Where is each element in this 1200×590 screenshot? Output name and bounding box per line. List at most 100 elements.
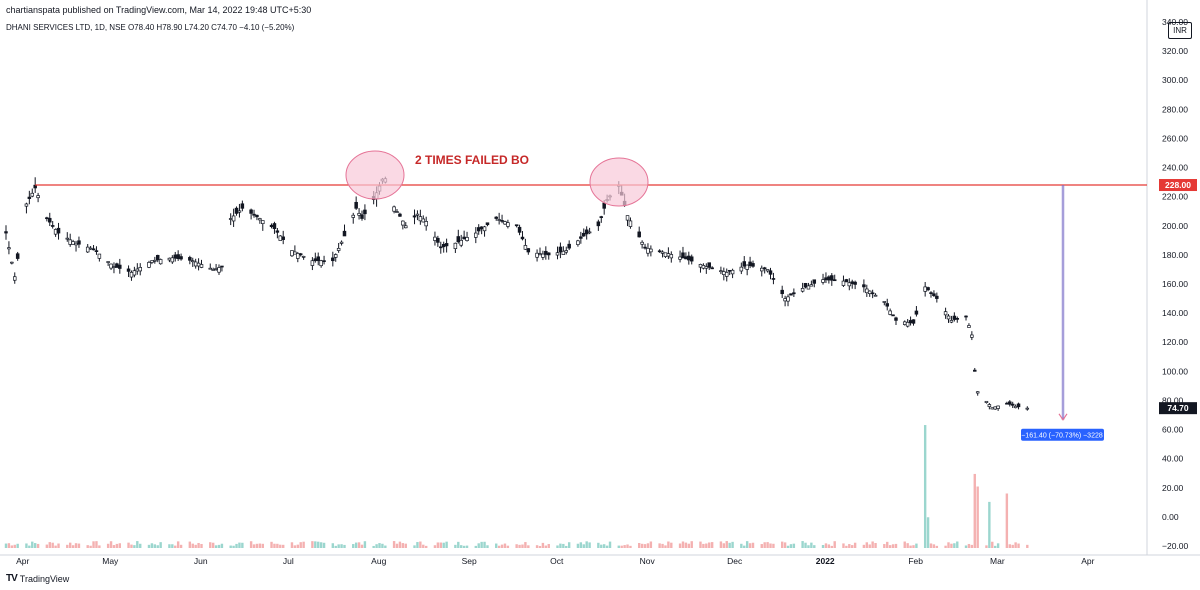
- volume-bar: [238, 542, 241, 548]
- volume-bar: [352, 544, 355, 548]
- volume-bar: [398, 541, 402, 548]
- volume-bar: [1008, 544, 1011, 548]
- candle-body: [885, 303, 889, 307]
- candle-body: [88, 247, 93, 250]
- candle-body: [167, 257, 172, 261]
- candle-body: [830, 275, 834, 281]
- volume-bar: [705, 543, 708, 548]
- volume-bar: [45, 544, 49, 548]
- candle-body: [48, 217, 52, 223]
- candle-body: [36, 195, 40, 199]
- volume-bar: [883, 544, 886, 548]
- candle-body: [628, 220, 633, 227]
- volume-bar: [422, 544, 425, 548]
- candle-body: [987, 404, 992, 407]
- volume-bar: [518, 544, 521, 548]
- candle-body: [812, 279, 817, 284]
- candle-body: [853, 281, 857, 285]
- x-tick-label: Apr: [16, 556, 29, 566]
- volume-bar: [33, 543, 37, 548]
- volume-bar: [25, 543, 28, 548]
- volume-bar: [54, 545, 57, 548]
- volume-bar: [702, 543, 705, 548]
- volume-bar: [378, 543, 381, 548]
- candle-body: [684, 256, 688, 260]
- volume-bar: [556, 545, 559, 548]
- volume-bar: [477, 543, 480, 548]
- published-note: chartianspata published on TradingView.c…: [6, 5, 312, 15]
- candle-body: [412, 215, 417, 218]
- volume-bar: [194, 544, 197, 548]
- y-tick-label: 300.00: [1162, 75, 1188, 85]
- volume-bar: [629, 545, 632, 548]
- volume-bar: [506, 545, 510, 548]
- candle-body: [301, 255, 306, 258]
- volume-bar: [445, 541, 448, 548]
- volume-bar: [743, 545, 746, 548]
- currency-button[interactable]: INR: [1168, 22, 1192, 39]
- candle-body: [544, 250, 548, 255]
- volume-bar: [419, 541, 422, 548]
- volume-bar: [670, 542, 673, 548]
- candle-body: [497, 219, 501, 221]
- candle-body: [252, 213, 256, 216]
- volume-bar: [766, 542, 769, 548]
- volume-bar: [74, 543, 78, 548]
- volume-bar: [465, 545, 469, 548]
- volume-bar: [950, 543, 953, 548]
- volume-bar: [460, 545, 463, 548]
- x-tick-label: May: [102, 556, 119, 566]
- candle-body: [357, 213, 361, 216]
- volume-bar: [384, 545, 387, 548]
- volume-bar: [168, 544, 171, 548]
- volume-bar: [261, 543, 264, 548]
- candle-body: [637, 231, 641, 238]
- candle-body: [1010, 403, 1015, 406]
- candle-body: [255, 214, 259, 218]
- volume-bar: [932, 544, 936, 548]
- candle-body: [444, 243, 449, 247]
- candle-body: [707, 262, 711, 268]
- candle-body: [310, 260, 315, 266]
- candle-body: [65, 237, 70, 240]
- volume-bar: [331, 543, 335, 548]
- volume-bar: [480, 541, 483, 548]
- volume-bar: [270, 541, 273, 548]
- candle-body: [646, 247, 650, 254]
- volume-bar: [947, 542, 950, 548]
- candle-body: [745, 264, 749, 270]
- volume-bar: [699, 541, 702, 548]
- candle-body: [908, 320, 913, 324]
- volume-bar: [1014, 542, 1017, 548]
- volume-bar: [638, 542, 641, 548]
- volume-bar: [565, 545, 568, 548]
- volume-bar: [810, 542, 813, 548]
- candle-body: [74, 242, 78, 246]
- volume-bar: [322, 542, 326, 548]
- candle-body: [873, 294, 878, 297]
- y-tick-label: 140.00: [1162, 308, 1188, 318]
- volume-bar: [783, 542, 787, 548]
- candle-body: [275, 230, 280, 233]
- volume-bar: [524, 542, 527, 548]
- candle-body: [214, 268, 218, 270]
- candle-body: [298, 253, 303, 256]
- volume-bar: [241, 542, 244, 548]
- volume-bar: [731, 541, 734, 548]
- candle-body: [762, 267, 767, 270]
- candle-body: [558, 246, 563, 253]
- volume-bar: [1005, 493, 1009, 548]
- candle-body: [870, 292, 875, 295]
- candle-body: [293, 251, 297, 255]
- candle-body: [155, 254, 160, 261]
- volume-bar: [521, 544, 524, 548]
- x-tick-label: Jun: [194, 556, 208, 566]
- candle-body: [415, 213, 420, 216]
- volume-bar: [343, 544, 346, 548]
- volume-bar: [602, 544, 606, 548]
- candle-body: [786, 296, 790, 302]
- candle-body: [211, 269, 215, 271]
- candle-body: [269, 224, 274, 228]
- volume-bar: [751, 542, 755, 548]
